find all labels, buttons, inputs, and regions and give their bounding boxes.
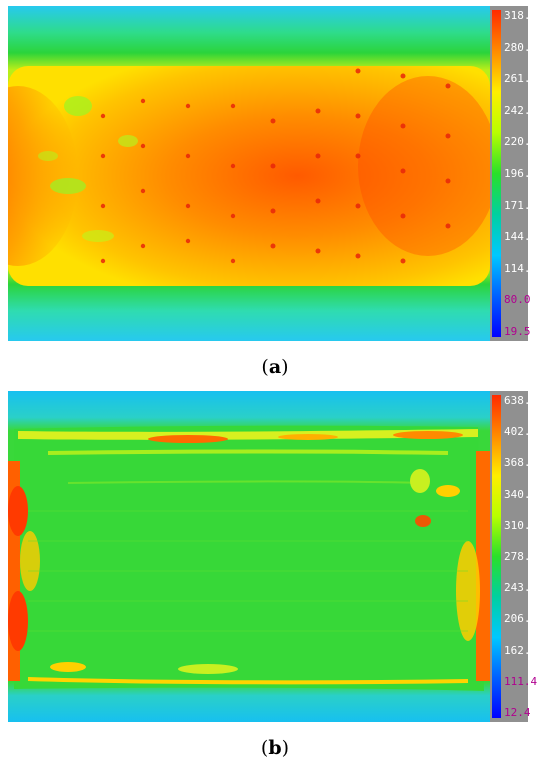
scale-tick-label: 243.4 xyxy=(504,581,538,595)
thermal-panel-a: 318.3 280.7 261.5 242.1 220.6 196.9 171.0 144.9… xyxy=(8,6,537,341)
scale-tick-label: 80.0 xyxy=(504,293,531,307)
scale-tick-label: 162.1 xyxy=(504,643,538,657)
scale-tick-label: 368.4 xyxy=(504,456,538,470)
scale-tick-label: 171.0 xyxy=(504,198,538,212)
thermal-image-b xyxy=(8,391,490,722)
scale-tick-label: 19.5 xyxy=(504,325,531,338)
scale-tick-label: 340.5 xyxy=(504,487,538,501)
scale-tick-label: 111.4 xyxy=(504,674,538,688)
color-scale-b: 638.5 402.1 368.4 340.5 310.0 278.6 243.4 206.1… xyxy=(490,391,537,722)
scale-tick-label: 402.1 xyxy=(504,425,538,439)
thermal-panel-b: 638.5 402.1 368.4 340.5 310.0 278.6 243.4 206.1… xyxy=(8,391,537,722)
caption-a: (a) xyxy=(261,356,289,378)
scale-tick-label: 206.1 xyxy=(504,612,538,626)
color-scale-gradient-b xyxy=(492,395,501,718)
scale-tick-label: 144.9 xyxy=(504,230,538,244)
scale-tick-label: 310.0 xyxy=(504,518,538,532)
scale-tick-label: 196.9 xyxy=(504,167,538,180)
color-scale-a: 318.3 280.7 261.5 242.1 220.6 196.9 171.0 144.9… xyxy=(490,6,537,341)
scale-tick-label: 220.6 xyxy=(504,135,538,149)
thermal-image-a xyxy=(8,6,490,341)
scale-tick-label: 12.4 xyxy=(504,706,531,719)
scale-tick-label: 242.1 xyxy=(504,103,538,117)
scale-tick-label: 114.4 xyxy=(504,261,538,275)
scale-tick-label: 318.3 xyxy=(504,9,538,22)
scale-tick-label: 278.6 xyxy=(504,550,538,563)
scale-tick-label: 638.5 xyxy=(504,394,538,407)
color-scale-gradient-a xyxy=(492,10,501,337)
scale-tick-label: 261.5 xyxy=(504,72,538,86)
caption-b: (b) xyxy=(260,737,290,759)
scale-tick-label: 280.7 xyxy=(504,40,538,54)
